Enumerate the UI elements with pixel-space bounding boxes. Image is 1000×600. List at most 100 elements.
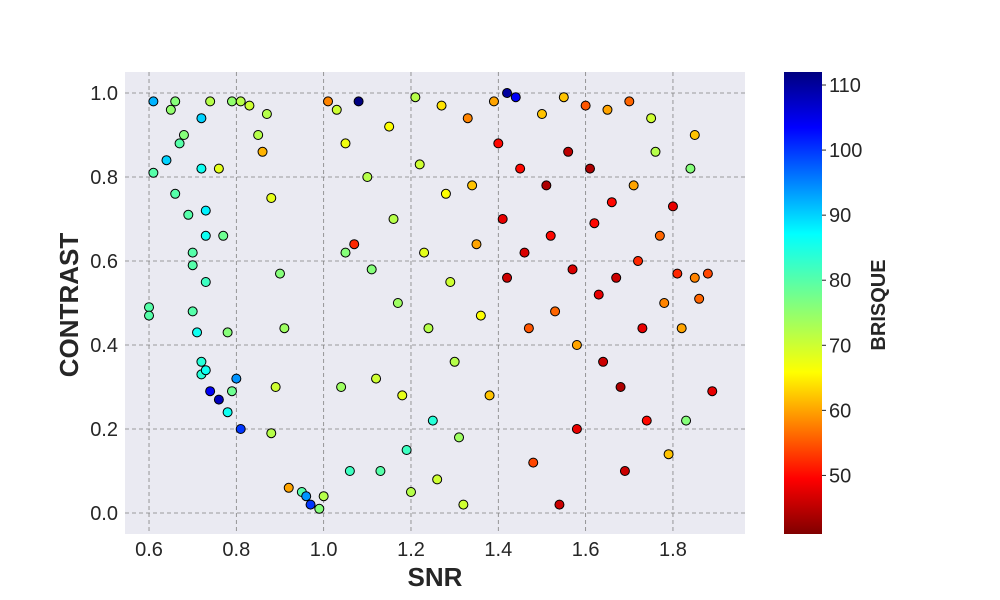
scatter-point	[196, 113, 207, 124]
scatter-point	[392, 298, 403, 308]
scatter-point	[689, 130, 700, 140]
scatter-point	[440, 188, 451, 199]
scatter-points	[144, 88, 718, 514]
scatter-point	[445, 277, 456, 287]
scatter-point	[685, 163, 696, 174]
scatter-point	[624, 96, 635, 107]
scatter-point	[611, 272, 622, 283]
scatter-point	[148, 96, 159, 107]
colorbar-tick-label: 100	[829, 140, 862, 162]
scatter-point	[419, 247, 430, 258]
scatter-point	[502, 88, 513, 98]
scatter-point	[336, 382, 347, 392]
scatter-point	[144, 302, 155, 313]
scatter-point	[585, 163, 595, 174]
scatter-point	[261, 109, 272, 119]
scatter-point	[362, 172, 373, 182]
scatter-point	[554, 499, 565, 510]
scatter-point	[702, 268, 713, 279]
scatter-point	[414, 159, 425, 170]
scatter-point	[571, 424, 582, 434]
scatter-point	[519, 247, 530, 258]
y-tick-label: 1.0	[90, 83, 118, 105]
scatter-point	[467, 180, 478, 191]
scatter-point	[301, 491, 312, 502]
scatter-point	[667, 201, 678, 212]
scatter-point	[488, 96, 499, 107]
scatter-point	[213, 394, 224, 405]
scatter-point	[270, 382, 281, 392]
scatter-point	[340, 247, 351, 258]
colorbar-title: BRISQUE	[868, 259, 890, 350]
scatter-point	[178, 130, 189, 140]
scatter-point	[571, 340, 582, 350]
colorbar	[784, 72, 822, 534]
scatter-point	[314, 503, 325, 514]
scatter-point	[449, 356, 460, 367]
scatter-point	[161, 155, 172, 166]
scatter-point	[654, 230, 665, 241]
scatter-point	[676, 323, 687, 334]
colorbar-tick-label: 50	[829, 465, 851, 487]
scatter-point	[371, 373, 382, 384]
scatter-point	[222, 407, 233, 418]
scatter-point	[545, 230, 556, 241]
colorbar-tick-label: 90	[829, 205, 851, 227]
scatter-point	[187, 247, 198, 258]
scatter-point	[205, 96, 216, 107]
scatter-point	[432, 474, 443, 485]
plot-background	[125, 72, 745, 534]
scatter-point	[205, 386, 216, 397]
scatter-point	[200, 230, 211, 241]
scatter-point	[388, 214, 399, 224]
scatter-point	[183, 209, 194, 220]
scatter-point	[397, 390, 408, 401]
scatter-point	[235, 424, 246, 434]
scatter-point	[353, 96, 364, 107]
scatter-point	[340, 138, 351, 149]
y-tick-label: 0.8	[90, 167, 118, 189]
scatter-point	[681, 415, 692, 426]
y-tick-label: 0.4	[90, 335, 118, 357]
y-tick-label: 0.2	[90, 419, 118, 441]
scatter-point	[410, 92, 421, 103]
scatter-point	[580, 100, 591, 111]
scatter-point	[244, 100, 255, 111]
scatter-point	[458, 499, 469, 510]
scatter-point	[515, 163, 526, 174]
scatter-point	[384, 121, 395, 132]
x-tick-labels: 0.6 0.8 1.0 1.2 1.4 1.6 1.8	[135, 539, 687, 561]
scatter-point	[633, 256, 644, 266]
scatter-point	[589, 218, 600, 229]
scatter-point	[231, 373, 242, 384]
scatter-point	[187, 260, 198, 271]
scatter-point	[196, 356, 207, 367]
scatter-point	[707, 386, 718, 397]
scatter-point	[144, 310, 155, 321]
scatter-point	[226, 386, 237, 397]
scatter-point	[266, 193, 277, 203]
scatter-point	[279, 323, 290, 334]
scatter-point	[148, 167, 159, 178]
scatter-point	[550, 306, 561, 317]
scatter-point	[602, 104, 613, 115]
scatter-point	[427, 415, 438, 426]
scatter-point	[266, 428, 277, 439]
scatter-point	[375, 466, 386, 476]
x-tick-label: 0.8	[222, 539, 250, 561]
x-tick-label: 0.6	[135, 539, 163, 561]
scatter-point	[200, 277, 211, 287]
x-tick-label: 1.8	[659, 539, 687, 561]
scatter-point	[349, 239, 360, 250]
scatter-point	[200, 365, 211, 376]
y-tick-labels: 0.0 0.2 0.4 0.6 0.8 1.0	[90, 83, 118, 525]
scatter-point	[235, 96, 246, 107]
grid-lines	[125, 72, 745, 534]
scatter-point	[694, 293, 705, 304]
scatter-point	[615, 382, 626, 392]
scatter-point	[462, 113, 473, 124]
y-axis-title: CONTRAST	[54, 233, 84, 378]
scatter-point	[323, 96, 334, 107]
